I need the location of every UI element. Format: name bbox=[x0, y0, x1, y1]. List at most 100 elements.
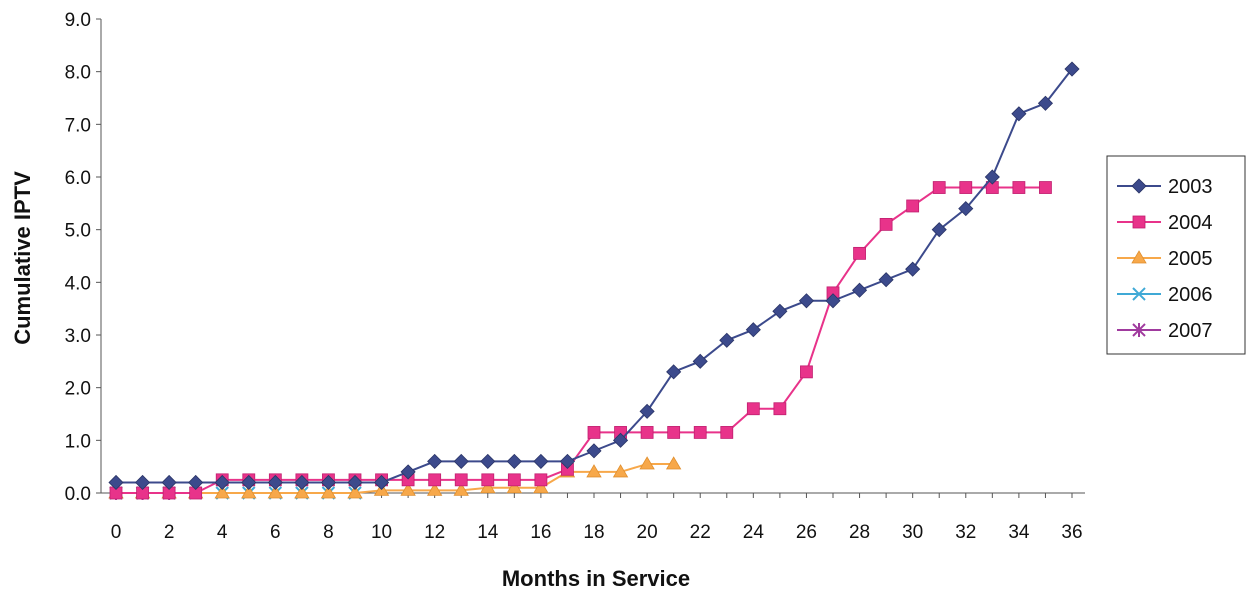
data-point-2005 bbox=[533, 479, 549, 494]
x-tick-label: 24 bbox=[743, 522, 765, 543]
y-tick-label: 8.0 bbox=[65, 63, 91, 84]
x-tick-label: 6 bbox=[270, 522, 281, 543]
x-tick-label: 10 bbox=[371, 522, 392, 543]
x-tick-label: 4 bbox=[217, 522, 228, 543]
data-point-2003 bbox=[453, 453, 469, 469]
data-point-2003 bbox=[1011, 106, 1027, 122]
data-point-2003 bbox=[506, 453, 522, 469]
data-point-2004 bbox=[640, 426, 654, 439]
data-point-2003 bbox=[161, 474, 177, 491]
data-point-2004 bbox=[879, 217, 893, 231]
data-point-2005 bbox=[426, 482, 443, 496]
data-point-2004 bbox=[773, 402, 787, 416]
legend-item-2006: 2006 bbox=[1117, 284, 1213, 306]
y-tick-label: 0.0 bbox=[65, 484, 91, 505]
legend-item-2005: 2005 bbox=[1117, 248, 1213, 270]
data-point-2003 bbox=[825, 293, 841, 309]
data-point-2003 bbox=[559, 453, 576, 469]
data-point-2003 bbox=[241, 474, 257, 491]
legend-label: 2004 bbox=[1168, 212, 1213, 234]
x-tick-label: 32 bbox=[955, 522, 976, 543]
data-point-2004 bbox=[481, 473, 495, 487]
data-point-2005 bbox=[506, 479, 523, 494]
x-tick-label: 22 bbox=[690, 522, 711, 543]
data-point-2005 bbox=[453, 482, 469, 496]
data-point-2003 bbox=[905, 261, 921, 277]
data-point-2004 bbox=[959, 181, 973, 194]
data-point-2003 bbox=[586, 443, 602, 459]
data-point-2003 bbox=[692, 353, 708, 369]
legend-marker bbox=[1131, 178, 1147, 194]
x-axis-title: Months in Service bbox=[502, 566, 690, 591]
data-point-2003 bbox=[373, 474, 390, 491]
data-point-2003 bbox=[984, 169, 1000, 185]
x-tick-label: 26 bbox=[796, 522, 817, 543]
data-point-2003 bbox=[1064, 61, 1080, 77]
legend-label: 2005 bbox=[1168, 248, 1213, 270]
data-point-2003 bbox=[1037, 95, 1054, 111]
data-point-2004 bbox=[693, 426, 707, 439]
legend-label: 2006 bbox=[1168, 284, 1213, 306]
data-point-2004 bbox=[853, 246, 866, 260]
x-tick-label: 0 bbox=[111, 522, 122, 543]
legend-item-2003: 2003 bbox=[1117, 176, 1213, 198]
data-point-2004 bbox=[667, 426, 681, 439]
data-point-2005 bbox=[612, 464, 629, 478]
data-point-2005 bbox=[400, 482, 416, 496]
legend: 2003 2004 2005 2006 2007 bbox=[1106, 155, 1246, 355]
y-tick-label: 2.0 bbox=[65, 379, 91, 400]
data-point-2005 bbox=[267, 485, 284, 499]
data-point-2003 bbox=[347, 474, 363, 491]
legend-item-2004: 2004 bbox=[1117, 212, 1213, 234]
data-point-2005 bbox=[480, 479, 496, 494]
y-tick-label: 5.0 bbox=[65, 221, 91, 242]
x-tick-label: 12 bbox=[424, 522, 445, 543]
data-point-2004 bbox=[746, 402, 760, 416]
x-tick-label: 18 bbox=[583, 522, 604, 543]
series-line-2004 bbox=[116, 186, 1046, 494]
marker-stroke bbox=[1132, 287, 1146, 301]
data-point-2003 bbox=[134, 474, 151, 491]
legend-marker bbox=[1132, 215, 1146, 229]
data-point-2004 bbox=[1039, 181, 1052, 194]
x-tick-label: 20 bbox=[637, 522, 658, 543]
data-point-2003 bbox=[267, 474, 283, 491]
data-point-2003 bbox=[320, 474, 337, 491]
data-point-2004 bbox=[720, 426, 734, 439]
y-tick-label: 6.0 bbox=[65, 168, 91, 189]
plot-area: 0.01.02.03.04.05.06.07.08.09.00 2 4 6 8 10 12 1… bbox=[65, 10, 1085, 543]
legend-label: 2003 bbox=[1168, 176, 1213, 198]
y-axis-title: Cumulative IPTV bbox=[10, 171, 35, 345]
data-point-2003 bbox=[772, 303, 788, 319]
legend-item-2007: 2007 bbox=[1117, 320, 1213, 342]
data-point-2005 bbox=[665, 456, 682, 470]
data-point-2005 bbox=[214, 485, 230, 499]
data-point-2004 bbox=[1012, 181, 1026, 194]
x-tick-label: 36 bbox=[1061, 522, 1082, 543]
data-point-2004 bbox=[534, 473, 548, 487]
data-point-2003 bbox=[188, 474, 204, 491]
data-point-2003 bbox=[612, 432, 629, 448]
data-point-2003 bbox=[798, 293, 815, 309]
data-point-2005 bbox=[294, 485, 310, 499]
data-point-2003 bbox=[851, 282, 868, 298]
x-tick-label: 16 bbox=[530, 522, 551, 543]
data-point-2004 bbox=[454, 473, 468, 487]
data-point-2003 bbox=[719, 332, 735, 348]
data-point-2005 bbox=[639, 456, 655, 470]
data-point-2003 bbox=[666, 364, 682, 380]
data-point-2004 bbox=[587, 426, 601, 439]
data-point-2005 bbox=[347, 485, 363, 499]
x-tick-label: 28 bbox=[849, 522, 870, 543]
data-point-2003 bbox=[745, 322, 761, 338]
data-point-2004 bbox=[428, 473, 442, 487]
legend-box bbox=[1106, 155, 1246, 355]
data-point-2003 bbox=[427, 453, 443, 469]
data-point-2003 bbox=[639, 403, 655, 419]
series-2004 bbox=[109, 181, 1052, 500]
y-tick-label: 7.0 bbox=[65, 115, 91, 136]
data-point-2005 bbox=[320, 485, 337, 499]
data-point-2003 bbox=[958, 201, 974, 217]
